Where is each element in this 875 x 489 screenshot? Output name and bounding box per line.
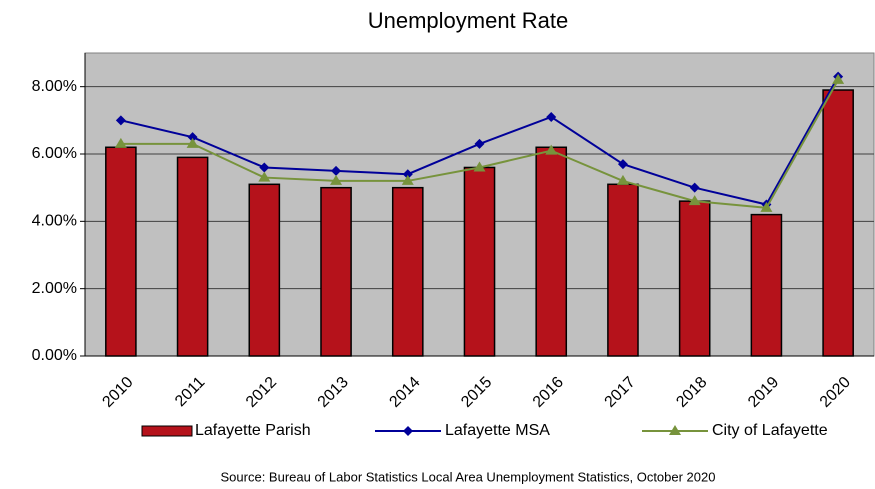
legend-marker (669, 425, 681, 435)
y-tick-label: 0.00% (32, 347, 77, 364)
y-tick-label: 2.00% (32, 280, 77, 297)
line-marker (545, 144, 558, 155)
bar (105, 146, 137, 357)
line-marker (617, 159, 628, 170)
legend-swatch (141, 425, 193, 437)
legend-label: Lafayette Parish (195, 422, 311, 439)
legend-label: City of Lafayette (712, 422, 828, 439)
bar (391, 186, 424, 357)
line-marker (187, 132, 198, 143)
bar (320, 186, 352, 357)
x-tick-label: 2010 (99, 374, 136, 411)
line-marker (259, 162, 270, 173)
source-note: Source: Bureau of Labor Statistics Local… (221, 469, 716, 484)
x-tick-label: 2020 (817, 374, 854, 411)
line-marker (331, 165, 342, 176)
x-tick-label: 2013 (315, 374, 352, 411)
y-tick-label: 8.00% (32, 78, 77, 95)
line-marker (258, 171, 271, 182)
x-tick-label: 2018 (673, 374, 710, 411)
bar (463, 166, 496, 357)
line-marker (115, 115, 126, 126)
chart-title: Unemployment Rate (368, 8, 569, 33)
bar (176, 156, 209, 357)
line-marker (688, 195, 701, 206)
line-marker (330, 174, 343, 185)
x-tick-label: 2017 (602, 374, 639, 411)
legend-label: Lafayette MSA (445, 422, 550, 439)
line-marker (616, 174, 629, 185)
x-tick-label: 2012 (243, 374, 280, 411)
bar (607, 183, 639, 357)
line-marker (402, 169, 413, 180)
bar (248, 183, 281, 357)
x-tick-label: 2014 (386, 374, 423, 411)
x-tick-label: 2011 (172, 374, 208, 410)
y-tick-label: 4.00% (32, 213, 77, 230)
line-marker (760, 201, 773, 212)
x-tick-label: 2015 (458, 374, 495, 411)
legend-marker (403, 426, 413, 436)
line-marker (546, 111, 557, 122)
bar (822, 89, 854, 357)
line-marker (186, 137, 199, 148)
x-tick-label: 2016 (530, 374, 567, 411)
line-marker (401, 174, 414, 185)
bar (750, 213, 783, 357)
line-marker (114, 137, 127, 148)
line-marker (474, 138, 485, 149)
line-marker (832, 73, 845, 84)
bar (535, 146, 568, 357)
bar (678, 200, 711, 357)
y-tick-label: 6.00% (32, 145, 77, 162)
line-marker (689, 182, 700, 193)
x-tick-label: 2019 (745, 374, 782, 411)
line-marker (473, 161, 486, 172)
